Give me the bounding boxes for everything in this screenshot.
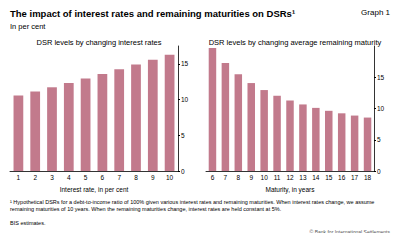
svg-text:6: 6	[211, 174, 215, 181]
svg-text:11: 11	[274, 174, 281, 181]
svg-text:15: 15	[325, 174, 333, 181]
svg-text:5: 5	[84, 174, 88, 181]
svg-text:18: 18	[364, 174, 372, 181]
svg-text:10: 10	[377, 105, 385, 112]
svg-text:The impact of interest rates a: The impact of interest rates and remaini…	[10, 8, 295, 19]
svg-text:¹ Hypothetical DSRs for a debt: ¹ Hypothetical DSRs for a debt-to-income…	[10, 199, 376, 205]
svg-text:1: 1	[17, 174, 21, 181]
svg-text:14: 14	[312, 174, 320, 181]
svg-text:8: 8	[236, 174, 240, 181]
svg-text:Maturity, in years: Maturity, in years	[265, 186, 315, 194]
svg-text:© Bank for International Settl: © Bank for International Settlements	[310, 229, 391, 233]
svg-text:Interest rate, in per cent: Interest rate, in per cent	[60, 186, 129, 194]
svg-text:15: 15	[377, 74, 385, 81]
svg-text:0: 0	[377, 168, 381, 175]
svg-text:17: 17	[351, 174, 359, 181]
svg-text:10: 10	[261, 174, 269, 181]
svg-text:13: 13	[299, 174, 307, 181]
svg-text:DSR levels by changing average: DSR levels by changing average remaining…	[209, 38, 382, 47]
svg-text:0: 0	[181, 168, 185, 175]
svg-text:4: 4	[67, 174, 71, 181]
svg-text:In per cent: In per cent	[10, 22, 46, 31]
svg-text:Graph 1: Graph 1	[361, 8, 390, 17]
svg-text:3: 3	[50, 174, 54, 181]
svg-text:15: 15	[181, 60, 189, 67]
svg-text:BIS estimates.: BIS estimates.	[10, 220, 46, 226]
svg-text:10: 10	[166, 174, 174, 181]
svg-text:9: 9	[151, 174, 155, 181]
svg-text:7: 7	[117, 174, 121, 181]
svg-text:7: 7	[224, 174, 228, 181]
svg-text:5: 5	[377, 136, 381, 143]
svg-text:remaining maturities of 10 yea: remaining maturities of 10 years. When t…	[10, 206, 282, 212]
svg-text:8: 8	[134, 174, 138, 181]
svg-text:10: 10	[181, 96, 189, 103]
svg-text:9: 9	[249, 174, 253, 181]
svg-text:DSR levels by changing interes: DSR levels by changing interest rates	[36, 38, 161, 47]
svg-text:6: 6	[101, 174, 105, 181]
svg-text:5: 5	[181, 132, 185, 139]
svg-text:12: 12	[286, 174, 294, 181]
svg-text:16: 16	[338, 174, 346, 181]
svg-text:2: 2	[33, 174, 37, 181]
